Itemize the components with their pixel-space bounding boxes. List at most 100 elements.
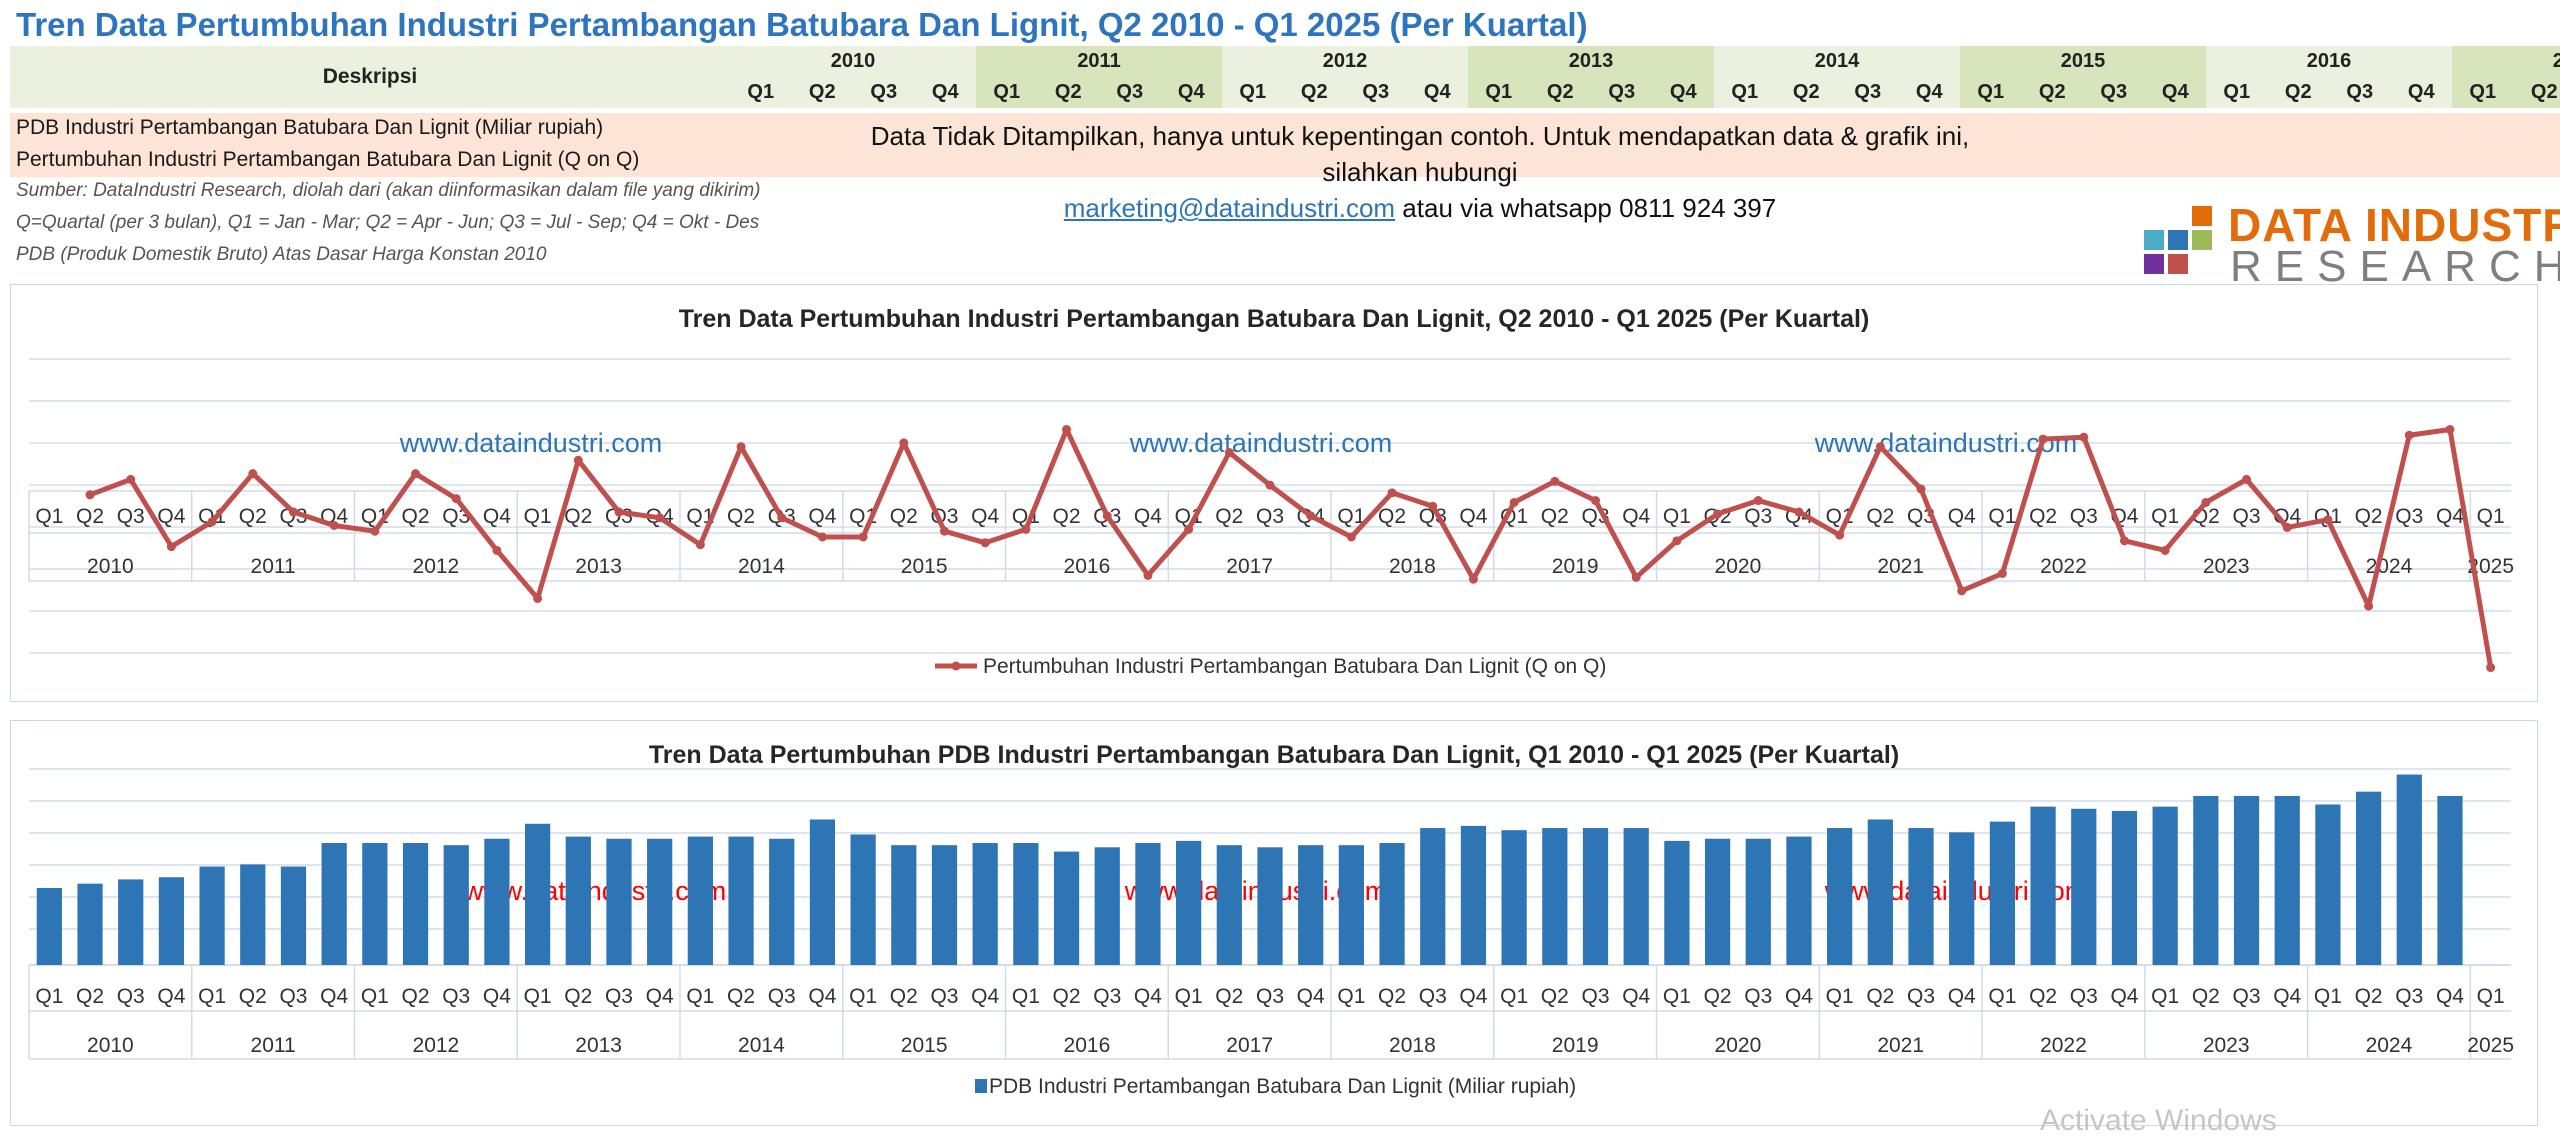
quarter-tick-label: Q2 <box>1215 505 1243 528</box>
quarter-tick-label: Q2 <box>727 505 755 528</box>
quarter-tick-label: Q4 <box>1459 985 1487 1008</box>
data-point <box>2323 515 2333 525</box>
bar <box>2111 810 2138 965</box>
bar <box>1338 845 1364 965</box>
quarter-tick-label: Q2 <box>727 985 755 1008</box>
quarter-tick-label: Q1 <box>849 985 877 1008</box>
bar <box>77 883 103 965</box>
data-point <box>899 438 909 448</box>
data-point <box>492 545 502 555</box>
data-point <box>1184 524 1194 534</box>
quarter-tick-label: Q1 <box>686 985 714 1008</box>
bar <box>1582 828 1609 965</box>
quarter-tick-label: Q2 <box>564 505 592 528</box>
quarter-tick-label: Q4 <box>483 505 511 528</box>
quarter-tick-label: Q2 <box>2355 505 2383 528</box>
bar <box>1094 847 1120 965</box>
bar <box>1867 819 1893 965</box>
quarter-tick-label: Q2 <box>564 985 592 1008</box>
quarter-tick-label: Q4 <box>808 985 836 1008</box>
bar <box>891 845 917 965</box>
bar <box>1949 832 1975 965</box>
bar <box>1623 828 1649 965</box>
quarter-header: Q2 <box>2021 77 2084 108</box>
quarter-tick-label: Q1 <box>1012 985 1040 1008</box>
data-point <box>126 474 136 484</box>
data-point <box>1835 530 1845 540</box>
year-tick-label: 2017 <box>1226 1034 1273 1057</box>
quarter-tick-label: Q2 <box>890 505 918 528</box>
data-point <box>411 469 421 479</box>
quarter-tick-label: Q3 <box>768 985 796 1008</box>
bar-chart: Tren Data Pertumbuhan PDB Industri Perta… <box>28 741 2514 1098</box>
quarter-header: Q3 <box>1591 77 1653 108</box>
quarter-header: Q1 <box>1960 77 2022 108</box>
year-tick-label: 2010 <box>87 1034 134 1057</box>
data-notice: Data Tidak Ditampilkan, hanya untuk kepe… <box>840 118 2000 226</box>
data-point <box>1102 511 1112 521</box>
year-tick-label: 2024 <box>2366 1034 2413 1057</box>
bar <box>1176 840 1202 965</box>
year-tick-label: 2020 <box>1715 1034 1762 1057</box>
logo-square <box>2168 254 2188 274</box>
data-point <box>2364 601 2374 611</box>
year-tick-label: 2019 <box>1552 1034 1599 1057</box>
quarter-tick-label: Q1 <box>1175 985 1203 1008</box>
year-tick-label: 2012 <box>413 1034 460 1057</box>
year-header: 2011 <box>976 46 1223 77</box>
data-point <box>817 532 827 542</box>
quarter-tick-label: Q4 <box>2436 505 2464 528</box>
bar <box>728 836 754 965</box>
bar <box>769 838 795 965</box>
data-point <box>573 455 583 465</box>
bar <box>443 845 469 965</box>
note-source: Sumber: DataIndustri Research, diolah da… <box>16 180 761 201</box>
year-tick-label: 2011 <box>251 1034 296 1057</box>
year-tick-label: 2014 <box>738 1034 785 1057</box>
year-tick-label: 2025 <box>2467 1034 2514 1057</box>
quarter-tick-label: Q2 <box>1704 985 1732 1008</box>
watermark-url: www.dataindustri.com <box>1129 428 1393 458</box>
bar <box>1379 843 1405 965</box>
quarter-header: Q3 <box>2329 77 2391 108</box>
bar <box>2152 806 2178 965</box>
quarter-tick-label: Q3 <box>117 505 145 528</box>
bar <box>2071 808 2097 965</box>
notice-email-link[interactable]: marketing@dataindustri.com <box>1063 193 1396 223</box>
data-point <box>1062 424 1072 434</box>
quarter-tick-label: Q2 <box>1053 505 1081 528</box>
quarter-tick-label: Q3 <box>605 985 633 1008</box>
chart-title: Tren Data Pertumbuhan Industri Pertamban… <box>679 305 1870 333</box>
quarter-header: Q2 <box>1529 77 1592 108</box>
quarter-header: Q2 <box>2513 77 2560 108</box>
bar <box>280 866 307 965</box>
quarter-header: Q3 <box>1837 77 1899 108</box>
bar <box>1704 838 1731 965</box>
data-point <box>2160 545 2170 555</box>
quarter-header: Q2 <box>2267 77 2330 108</box>
year-header: 2012 <box>1222 46 1469 77</box>
quarter-tick-label: Q2 <box>2029 505 2057 528</box>
bar <box>809 819 836 965</box>
year-tick-label: 2017 <box>1226 555 1273 578</box>
data-point <box>695 540 705 550</box>
year-tick-label: 2020 <box>1715 555 1762 578</box>
bar <box>199 866 225 965</box>
year-tick-label: 2024 <box>2366 555 2413 578</box>
legend-marker-dot <box>951 661 961 671</box>
quarter-tick-label: Q1 <box>524 985 552 1008</box>
line-chart-panel: Tren Data Pertumbuhan Industri Pertamban… <box>10 284 2538 702</box>
data-point <box>2486 663 2496 673</box>
activate-windows-watermark: Activate Windows <box>2040 1104 2277 1137</box>
note-pdb: PDB (Produk Domestik Bruto) Atas Dasar H… <box>16 244 547 265</box>
quarter-tick-label: Q3 <box>2070 985 2098 1008</box>
quarter-tick-label: Q2 <box>2192 985 2220 1008</box>
data-point <box>1997 568 2007 578</box>
quarter-tick-label: Q2 <box>239 985 267 1008</box>
year-header: 2014 <box>1714 46 1961 77</box>
year-header: 2016 <box>2206 46 2453 77</box>
quarter-header: Q4 <box>2390 77 2453 108</box>
quarter-tick-label: Q3 <box>117 985 145 1008</box>
quarter-tick-label: Q3 <box>1907 985 1935 1008</box>
data-point <box>614 507 624 517</box>
